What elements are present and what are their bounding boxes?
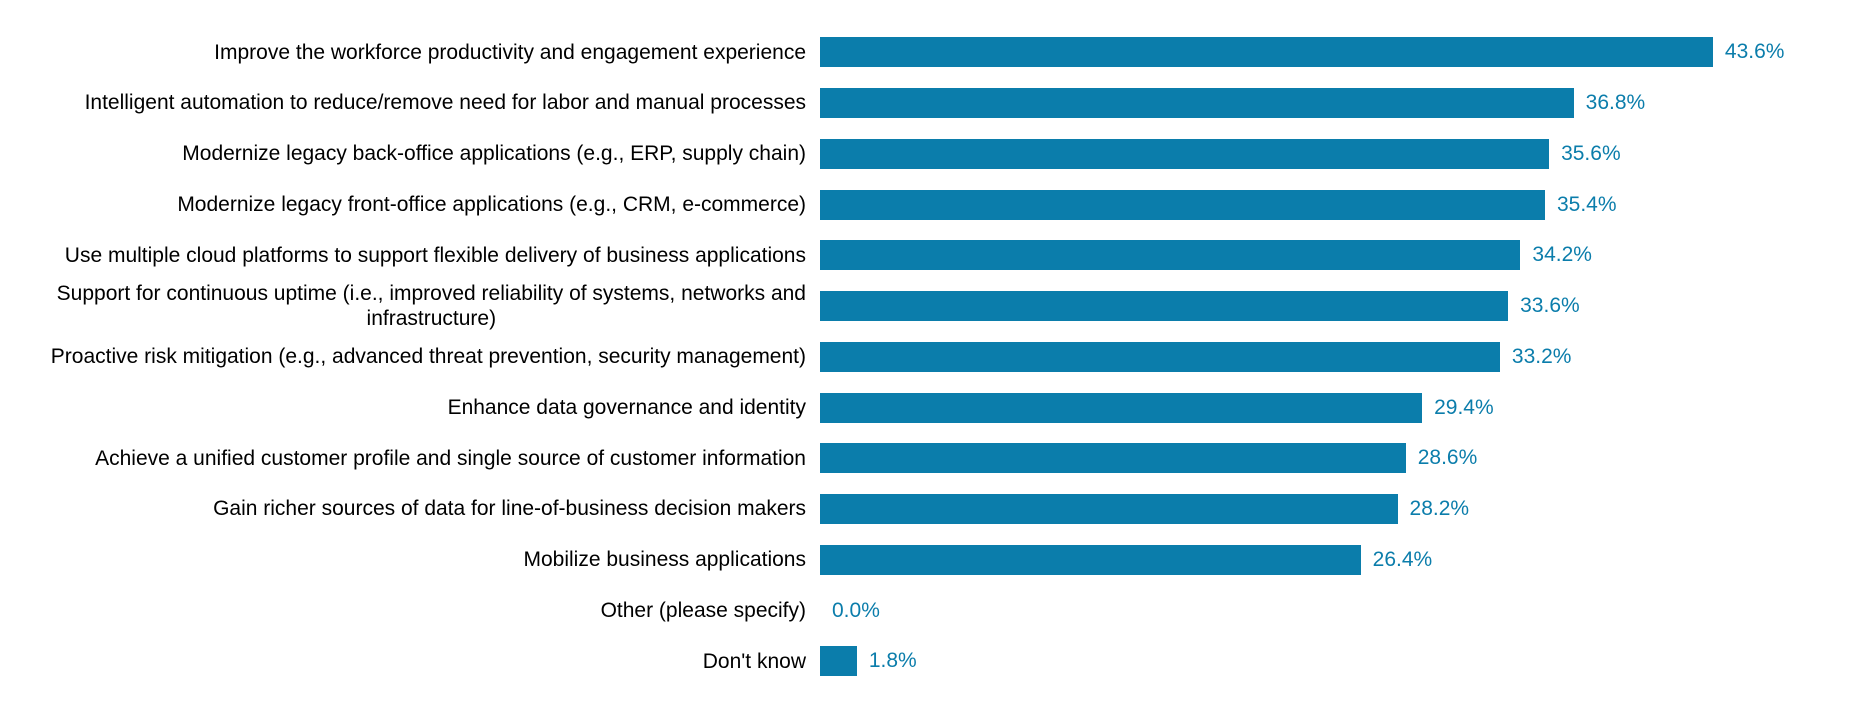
category-label: Modernize legacy front-office applicatio… xyxy=(177,192,806,216)
bar xyxy=(820,88,1574,119)
bar xyxy=(820,189,1545,220)
category-label-column: Proactive risk mitigation (e.g., advance… xyxy=(0,344,820,369)
category-label: Intelligent automation to reduce/remove … xyxy=(84,91,806,115)
category-label-column: Use multiple cloud platforms to support … xyxy=(0,243,820,268)
category-label: Modernize legacy back-office application… xyxy=(182,142,806,166)
bar-track: 28.6% xyxy=(820,433,1850,484)
bar xyxy=(820,138,1550,169)
bar-track: 1.8% xyxy=(820,636,1850,687)
value-label: 43.6% xyxy=(1724,40,1785,64)
category-label-column: Improve the workforce productivity and e… xyxy=(0,40,820,65)
category-label-column: Mobilize business applications xyxy=(0,547,820,572)
bar-track: 34.2% xyxy=(820,230,1850,281)
bar xyxy=(820,443,1406,474)
bar xyxy=(820,392,1423,423)
chart-row: Use multiple cloud platforms to support … xyxy=(0,230,1850,281)
bar-track: 43.6% xyxy=(820,27,1850,78)
bar-track: 29.4% xyxy=(820,382,1850,433)
chart-row: Other (please specify) 0.0% xyxy=(0,585,1850,636)
category-label-column: Achieve a unified customer profile and s… xyxy=(0,446,820,471)
value-label: 33.6% xyxy=(1520,294,1580,318)
chart-row: Intelligent automation to reduce/remove … xyxy=(0,78,1850,129)
bar-track: 36.8% xyxy=(820,78,1850,129)
category-label: Achieve a unified customer profile and s… xyxy=(95,446,806,470)
chart-row: Modernize legacy front-office applicatio… xyxy=(0,179,1850,230)
bar-track: 35.4% xyxy=(820,179,1850,230)
chart-row: Improve the workforce productivity and e… xyxy=(0,27,1850,78)
bar xyxy=(820,646,857,677)
bar xyxy=(820,494,1398,525)
value-label: 28.2% xyxy=(1409,497,1470,521)
value-label: 26.4% xyxy=(1372,547,1433,571)
bar-track: 0.0% xyxy=(820,585,1850,636)
category-label-column: Modernize legacy front-office applicatio… xyxy=(0,192,820,217)
value-label: 29.4% xyxy=(1434,395,1494,419)
bar xyxy=(820,37,1713,68)
bar-track: 28.2% xyxy=(820,484,1850,535)
bar xyxy=(820,240,1521,271)
chart-row: Mobilize business applications 26.4% xyxy=(0,535,1850,586)
category-label: Use multiple cloud platforms to support … xyxy=(64,243,806,267)
chart-row: Don't know 1.8% xyxy=(0,636,1850,687)
category-label-column: Support for continuous uptime (i.e., imp… xyxy=(0,281,820,332)
category-label-column: Other (please specify) xyxy=(0,598,820,623)
bar-track: 35.6% xyxy=(820,129,1850,180)
chart-row: Proactive risk mitigation (e.g., advance… xyxy=(0,332,1850,383)
category-label: Support for continuous uptime (i.e., imp… xyxy=(56,281,806,331)
value-label: 36.8% xyxy=(1585,91,1646,115)
category-label-column: Intelligent automation to reduce/remove … xyxy=(0,90,820,115)
bar-track: 33.6% xyxy=(820,281,1850,332)
category-label: Mobilize business applications xyxy=(523,548,807,572)
category-label-column: Gain richer sources of data for line-of-… xyxy=(0,496,820,521)
value-label: 33.2% xyxy=(1511,344,1572,368)
chart-row: Achieve a unified customer profile and s… xyxy=(0,433,1850,484)
bar xyxy=(820,341,1500,372)
chart-row: Gain richer sources of data for line-of-… xyxy=(0,484,1850,535)
value-label: 28.6% xyxy=(1417,446,1478,470)
bar-track: 26.4% xyxy=(820,535,1850,586)
category-label-column: Don't know xyxy=(0,649,820,674)
category-label: Improve the workforce productivity and e… xyxy=(214,40,806,64)
category-label: Don't know xyxy=(702,649,806,673)
value-label: 35.6% xyxy=(1561,141,1621,165)
value-label: 35.4% xyxy=(1556,192,1617,216)
chart-row: Support for continuous uptime (i.e., imp… xyxy=(0,281,1850,332)
chart-row: Enhance data governance and identity 29.… xyxy=(0,382,1850,433)
bar xyxy=(820,291,1509,322)
value-label: 1.8% xyxy=(868,649,917,673)
category-label: Gain richer sources of data for line-of-… xyxy=(213,497,806,521)
category-label: Enhance data governance and identity xyxy=(447,395,806,419)
category-label: Other (please specify) xyxy=(600,598,806,622)
chart-row: Modernize legacy back-office application… xyxy=(0,129,1850,180)
category-label: Proactive risk mitigation (e.g., advance… xyxy=(50,345,806,369)
value-label: 34.2% xyxy=(1532,243,1592,267)
bar xyxy=(820,544,1361,575)
category-label-column: Enhance data governance and identity xyxy=(0,395,820,420)
horizontal-bar-chart: Improve the workforce productivity and e… xyxy=(0,27,1850,687)
bar-track: 33.2% xyxy=(820,332,1850,383)
value-label: 0.0% xyxy=(832,598,880,622)
category-label-column: Modernize legacy back-office application… xyxy=(0,141,820,166)
